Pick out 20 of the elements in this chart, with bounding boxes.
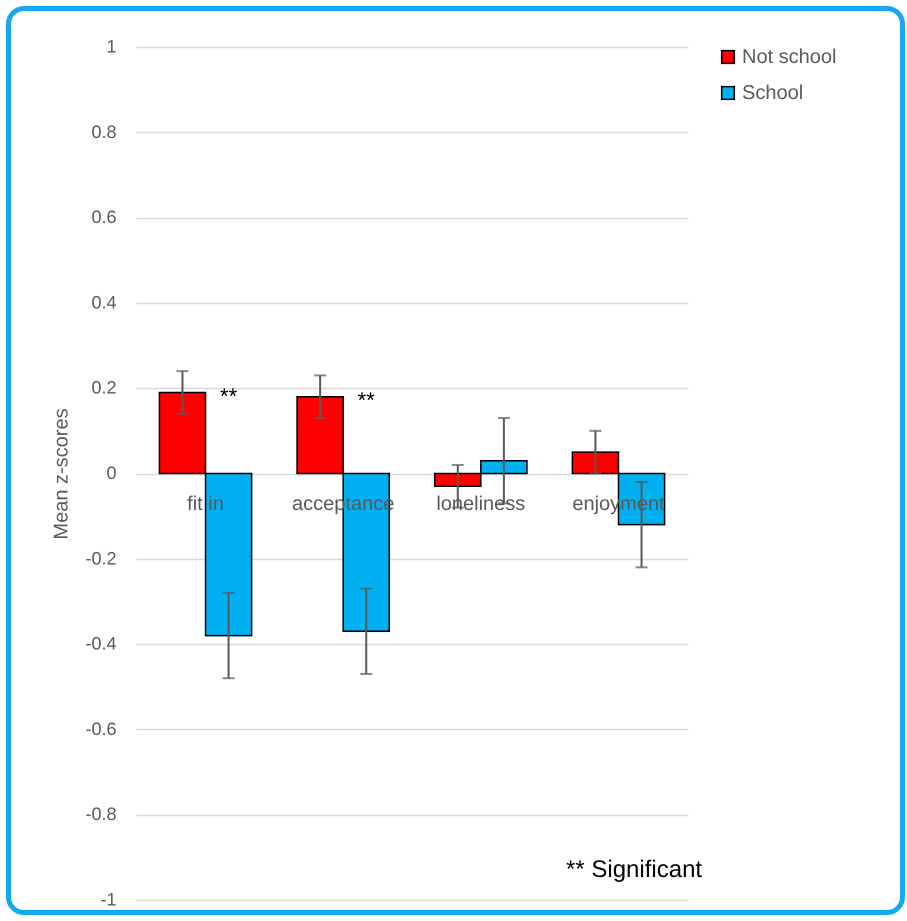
y-tick-label: 0 (106, 463, 116, 483)
y-tick-label: 1 (106, 36, 116, 56)
y-tick-label: -0.4 (85, 634, 116, 654)
y-tick-label: -0.2 (85, 548, 116, 568)
annotation: ** Significant (566, 856, 702, 883)
y-axis-title: Mean z-scores (50, 408, 72, 540)
x-tick-label: loneliness (436, 493, 526, 515)
legend-label: Not school (742, 46, 836, 68)
y-tick-label: -0.8 (85, 804, 116, 824)
x-tick-label: fit in (187, 493, 224, 515)
annotation: ** (358, 388, 376, 413)
x-tick-label: enjoyment (572, 493, 666, 515)
y-tick-label: 0.2 (91, 378, 116, 398)
y-tick-label: 0.6 (91, 207, 116, 228)
annotation: ** (220, 383, 238, 408)
y-tick-label: -1 (100, 890, 116, 910)
y-tick-label: 0.8 (91, 122, 116, 142)
legend-label: School (742, 82, 804, 104)
y-tick-label: -0.6 (85, 718, 116, 739)
y-tick-label: 0.4 (91, 292, 116, 312)
